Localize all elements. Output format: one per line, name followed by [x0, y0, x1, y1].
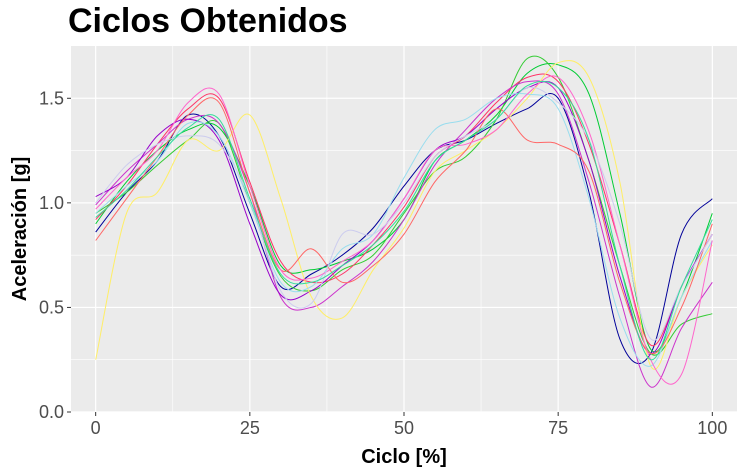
y-tick-label: 0.5 — [39, 297, 64, 317]
chart-title: Ciclos Obtenidos — [68, 2, 348, 40]
series-lines — [95, 55, 713, 388]
y-tick-label: 0.0 — [39, 402, 64, 422]
y-tick-label: 1.5 — [39, 88, 64, 108]
y-axis-title: Aceleración [g] — [9, 157, 31, 301]
series-line-7 — [95, 60, 713, 370]
y-axis-ticks: 0.0 0.5 1.0 1.5 — [39, 88, 71, 422]
series-line-3 — [95, 55, 713, 356]
x-tick-label: 100 — [697, 418, 727, 438]
series-line-9 — [95, 97, 713, 355]
x-axis-ticks: 0 25 50 75 100 — [91, 412, 727, 438]
x-tick-label: 25 — [240, 418, 260, 438]
x-tick-label: 0 — [91, 418, 101, 438]
series-line-11 — [95, 86, 713, 341]
y-tick-label: 1.0 — [39, 193, 64, 213]
series-line-8 — [95, 92, 713, 367]
series-line-12 — [95, 80, 713, 361]
x-axis-title: Ciclo [%] — [361, 446, 447, 468]
x-tick-label: 50 — [394, 418, 414, 438]
x-tick-label: 75 — [548, 418, 568, 438]
series-line-1 — [95, 92, 713, 365]
series-line-10 — [95, 75, 713, 385]
